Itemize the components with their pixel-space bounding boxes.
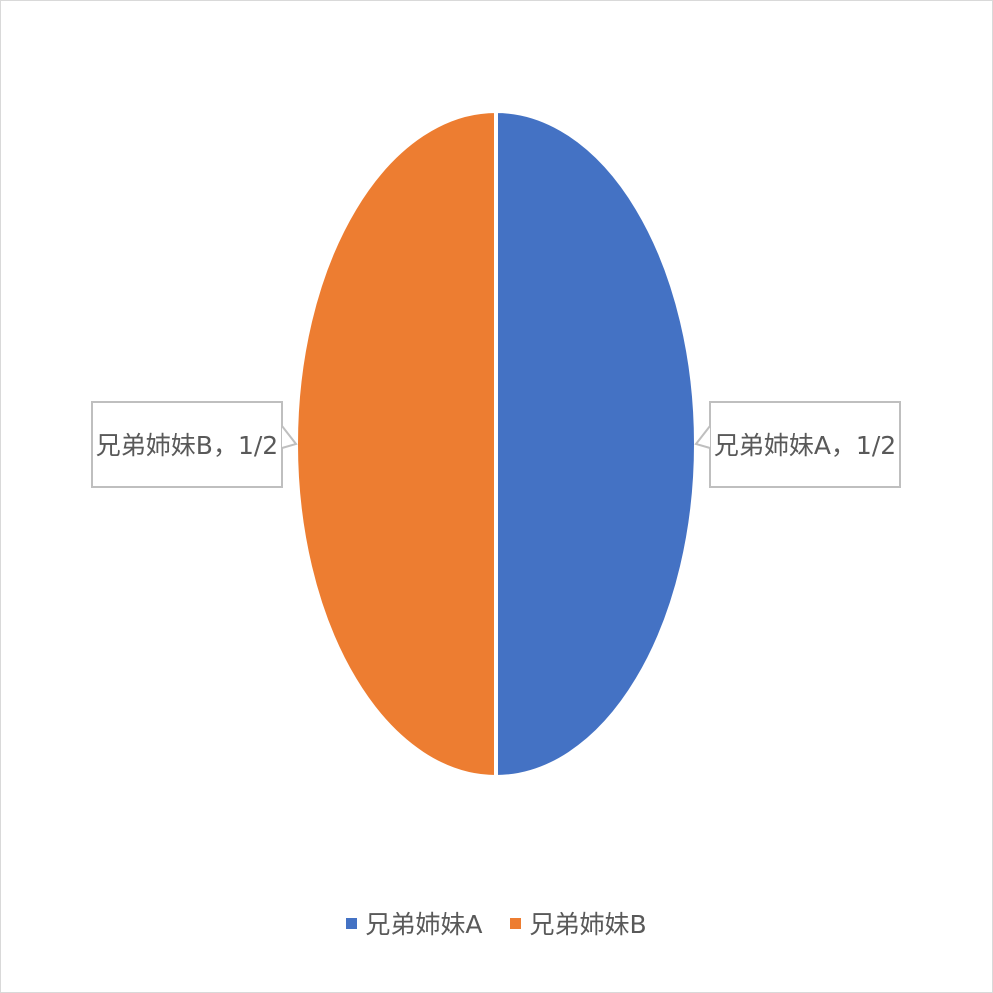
data-label-text: 兄弟姉妹B，1/2: [96, 431, 278, 460]
data-label-pointer: [281, 425, 298, 449]
legend: 兄弟姉妹A 兄弟姉妹B: [0, 905, 993, 941]
legend-item-b: 兄弟姉妹B: [510, 905, 647, 941]
data-label-pointer: [694, 425, 711, 449]
legend-swatch-a: [346, 917, 358, 929]
legend-item-a: 兄弟姉妹A: [346, 905, 482, 941]
pie-slice-1: [294, 108, 498, 780]
legend-swatch-b: [510, 917, 522, 929]
data-label-1: 兄弟姉妹B，1/2: [91, 401, 298, 488]
data-label-box: [709, 401, 901, 488]
data-label-text: 兄弟姉妹A，1/2: [714, 431, 896, 460]
data-label-0: 兄弟姉妹A，1/2: [694, 401, 901, 488]
legend-label-b: 兄弟姉妹B: [529, 910, 647, 939]
pie-slice-0: [494, 108, 698, 780]
data-label-box: [91, 401, 283, 488]
legend-label-a: 兄弟姉妹A: [365, 910, 483, 939]
